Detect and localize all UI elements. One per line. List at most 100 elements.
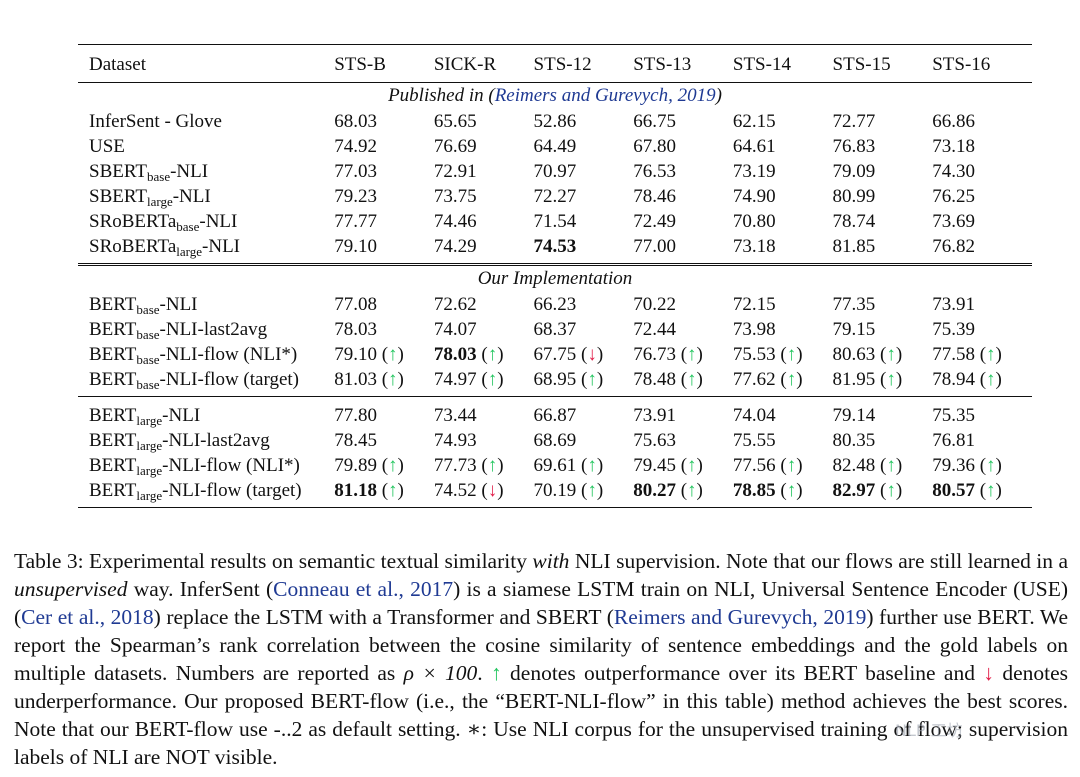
method-name: SRoBERTalarge-NLI (78, 234, 334, 265)
paren: ) (995, 480, 1002, 501)
score-cell: 75.39 (932, 317, 1032, 342)
method-name: SBERTbase-NLI (78, 159, 334, 184)
column-header: STS-B (334, 44, 434, 83)
paren: ) (796, 480, 803, 501)
score-cell: 71.54 (534, 209, 634, 234)
score-cell: 74.46 (434, 209, 534, 234)
table-row: BERTlarge-NLI-flow (target) 81.18 (↑) 74.5… (78, 478, 1032, 508)
score-value: 77.73 (433, 455, 477, 476)
score-value: 68.37 (533, 319, 577, 340)
score-cell: 77.62 (↑) (733, 367, 833, 397)
method-subscript: large (146, 194, 173, 209)
score-cell: 73.18 (932, 134, 1032, 159)
paren: ) (397, 480, 404, 501)
citation-link[interactable]: Cer et al., 2018 (21, 605, 154, 629)
paren: ( (979, 455, 987, 476)
score-cell: 82.48 (↑) (833, 453, 933, 478)
section-header-row: Our Implementation (78, 263, 1032, 292)
paren: ( (581, 455, 588, 476)
score-value: 78.74 (832, 211, 876, 232)
score-cell: 62.15 (733, 109, 833, 134)
score-cell: 68.03 (334, 109, 434, 134)
paren: ) (596, 344, 604, 365)
score-value: 78.03 (433, 344, 477, 365)
paren: ( (481, 480, 488, 501)
score-cell: 73.75 (434, 184, 534, 209)
score-cell: 70.22 (633, 292, 733, 317)
up-arrow-icon: ↑ (886, 455, 896, 476)
up-arrow-icon: ↑ (687, 455, 697, 476)
score-cell: 79.15 (833, 317, 933, 342)
paren: ( (581, 344, 588, 365)
score-cell: 74.53 (534, 234, 634, 265)
method-subscript: base (136, 302, 160, 317)
score-cell: 73.91 (633, 396, 733, 428)
method-name: BERTlarge-NLI (78, 396, 335, 428)
score-cell: 76.53 (633, 159, 733, 184)
citation-link[interactable]: Conneau et al., 2017 (273, 577, 454, 601)
score-value: 72.44 (633, 319, 676, 340)
section-title-text: Published in ( (388, 85, 495, 106)
score-cell: 70.97 (534, 159, 634, 184)
score-value: 67.75 (533, 344, 577, 365)
section-header-row: Published in (Reimers and Gurevych, 2019… (78, 82, 1032, 109)
paren: ) (995, 369, 1002, 390)
score-value: 78.45 (334, 430, 377, 451)
score-value: 66.86 (932, 111, 975, 132)
citation-link[interactable]: Reimers and Gurevych, 2019 (494, 85, 716, 106)
method-name: BERTlarge-NLI-flow (NLI*) (78, 453, 334, 478)
paren: ) (995, 455, 1002, 476)
score-value: 75.63 (633, 430, 676, 451)
score-value: 74.46 (433, 211, 477, 232)
score-value: 70.97 (533, 161, 577, 182)
paren: ( (481, 344, 488, 365)
paren: ( (381, 369, 389, 390)
score-cell: 80.63 (↑) (833, 342, 933, 367)
score-cell: 74.92 (334, 134, 434, 159)
table-row: BERTlarge-NLI 77.80 73.44 66.87 73.91 74.04 79… (78, 396, 1032, 428)
score-value: 74.04 (732, 405, 776, 426)
score-cell: 73.91 (932, 292, 1032, 317)
method-base: SBERT (89, 186, 147, 207)
score-cell: 81.85 (833, 234, 933, 265)
score-cell: 73.69 (932, 209, 1032, 234)
score-value: 74.97 (433, 369, 477, 390)
method-suffix: -NLI-flow (NLI*) (162, 455, 300, 476)
citation-link[interactable]: Reimers and Gurevych, 2019 (613, 605, 867, 629)
score-cell: 73.44 (433, 396, 534, 428)
score-cell: 81.03 (↑) (334, 367, 434, 397)
score-cell: 77.03 (334, 159, 434, 184)
score-cell: 76.69 (434, 134, 534, 159)
score-value: 78.03 (334, 319, 377, 340)
score-cell: 52.86 (534, 109, 634, 134)
paren: ( (481, 455, 488, 476)
paren: ) (895, 480, 903, 501)
table-row: BERTbase-NLI-last2avg 78.03 74.07 68.37 72.4… (78, 317, 1032, 342)
score-cell: 77.73 (↑) (434, 453, 534, 478)
score-value: 82.48 (832, 455, 876, 476)
score-value: 81.95 (832, 369, 876, 390)
method-suffix: -NLI (170, 161, 209, 182)
score-cell: 77.08 (334, 292, 434, 317)
score-cell: 66.87 (533, 396, 634, 428)
up-arrow-icon: ↑ (986, 344, 996, 365)
score-value: 76.83 (832, 136, 876, 157)
score-cell: 78.03 (↑) (434, 342, 534, 367)
paren: ( (481, 369, 488, 390)
caption-text: denotes underperformance. Our proposed B… (14, 661, 1069, 741)
score-value: 66.23 (533, 294, 577, 315)
score-value: 72.62 (433, 294, 477, 315)
score-value: 68.95 (533, 369, 577, 390)
score-value: 82.97 (832, 480, 876, 501)
score-value: 77.08 (334, 294, 377, 315)
paren: ) (397, 344, 404, 365)
section-title: Our Implementation (78, 263, 1032, 292)
up-arrow-icon: ↑ (786, 480, 797, 501)
method-subscript: base (136, 377, 160, 392)
score-cell: 79.89 (↑) (334, 453, 434, 478)
score-cell: 68.95 (↑) (534, 367, 634, 397)
down-arrow-icon: ↓ (587, 344, 597, 365)
score-cell: 79.23 (334, 184, 434, 209)
score-value: 74.92 (334, 136, 377, 157)
paren: ) (397, 369, 404, 390)
